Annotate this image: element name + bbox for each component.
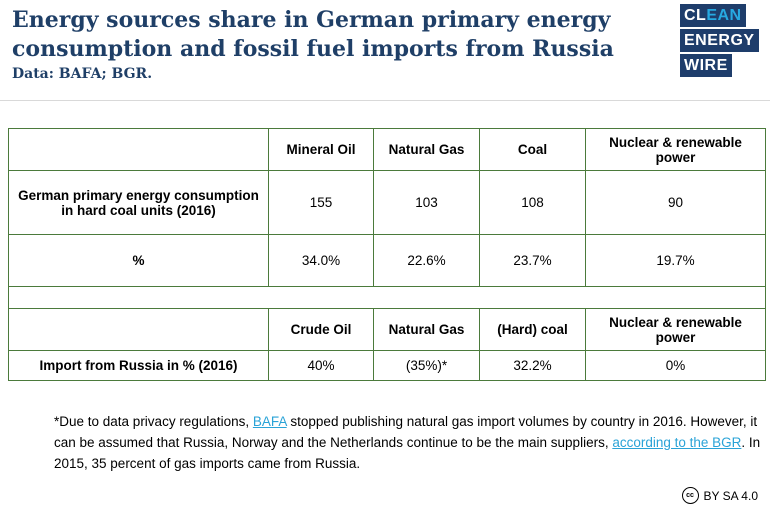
table-cell: 40% xyxy=(268,350,374,381)
column-header: Coal xyxy=(479,128,586,171)
row-label: % xyxy=(8,234,269,287)
table-cell: 32.2% xyxy=(479,350,586,381)
table-row: % 34.0% 22.6% 23.7% 19.7% xyxy=(8,234,766,287)
data-source: Data: BAFA; BGR. xyxy=(12,66,153,82)
table-row: Import from Russia in % (2016) 40% (35%)… xyxy=(8,350,766,381)
table-cell: 103 xyxy=(373,170,480,235)
row-label: Import from Russia in % (2016) xyxy=(8,350,269,381)
table-row: German primary energy consumption in har… xyxy=(8,170,766,235)
logo-line-3: WIRE xyxy=(680,54,732,77)
table-cell: 34.0% xyxy=(268,234,374,287)
energy-table: Mineral Oil Natural Gas Coal Nuclear & r… xyxy=(8,128,766,381)
column-header: Natural Gas xyxy=(373,308,480,351)
table-spacer-row xyxy=(8,286,766,309)
table-cell: 19.7% xyxy=(585,234,766,287)
table-cell: (35%)* xyxy=(373,350,480,381)
bgr-link[interactable]: according to the BGR xyxy=(612,435,742,450)
bafa-link[interactable]: BAFA xyxy=(252,414,287,429)
row-label: German primary energy consumption in har… xyxy=(8,170,269,235)
table-cell: 22.6% xyxy=(373,234,480,287)
creative-commons-icon: cc xyxy=(681,487,699,504)
table-cell: 90 xyxy=(585,170,766,235)
clean-energy-wire-logo[interactable]: CLEAN ENERGY WIRE xyxy=(680,4,760,79)
column-header: (Hard) coal xyxy=(479,308,586,351)
header: Energy sources share in German primary e… xyxy=(0,0,770,101)
table-cell: 0% xyxy=(585,350,766,381)
column-header: Nuclear & renewable power xyxy=(585,308,766,351)
column-header: Natural Gas xyxy=(373,128,480,171)
column-header: Mineral Oil xyxy=(268,128,374,171)
page-title: Energy sources share in German primary e… xyxy=(12,7,614,62)
license[interactable]: cc BY SA 4.0 xyxy=(681,487,759,504)
table-cell: 23.7% xyxy=(479,234,586,287)
table-cell-empty xyxy=(8,308,269,351)
column-header: Crude Oil xyxy=(268,308,374,351)
column-header: Nuclear & renewable power xyxy=(585,128,766,171)
table-cell: 155 xyxy=(268,170,374,235)
logo-line-1: CLEAN xyxy=(680,4,746,27)
logo-line-2: ENERGY xyxy=(680,29,759,52)
table-row: Crude Oil Natural Gas (Hard) coal Nuclea… xyxy=(8,308,766,351)
table-row: Mineral Oil Natural Gas Coal Nuclear & r… xyxy=(8,128,766,171)
table-cell-empty xyxy=(8,128,269,171)
table-cell-empty xyxy=(8,286,766,309)
footnote: *Due to data privacy regulations, BAFA s… xyxy=(54,414,761,471)
table-cell: 108 xyxy=(479,170,586,235)
license-text: BY SA 4.0 xyxy=(703,488,759,503)
